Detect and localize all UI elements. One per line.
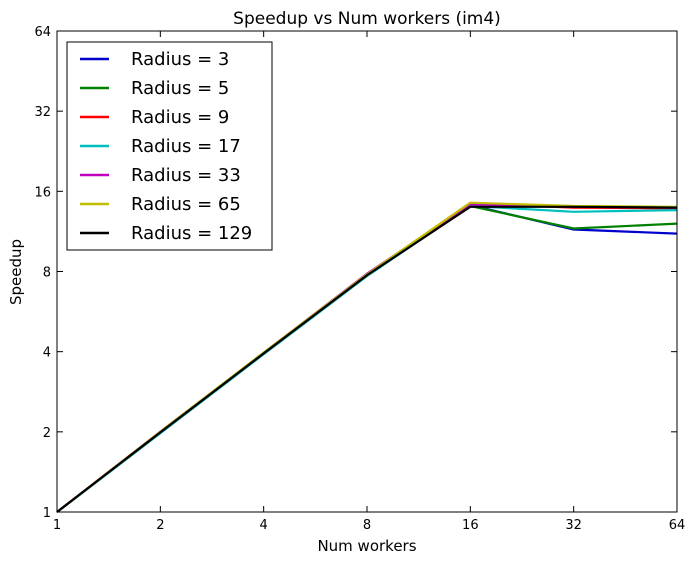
y-axis: 1 2 4 8 16 32 64	[34, 25, 677, 521]
x-axis: 1 2 4 8 16 32 64	[53, 31, 685, 533]
y-tick-label: 64	[34, 25, 51, 40]
y-tick-label: 16	[34, 185, 51, 200]
chart-title: Speedup vs Num workers (im4)	[233, 9, 501, 29]
x-tick-label: 16	[462, 518, 479, 533]
y-tick-label: 2	[43, 426, 51, 441]
legend-label: Radius = 3	[131, 49, 229, 70]
y-tick-label: 32	[34, 105, 51, 120]
legend-label: Radius = 9	[131, 107, 229, 128]
series-line-2	[56, 204, 678, 513]
x-axis-label: Num workers	[317, 537, 416, 555]
y-tick-label: 1	[43, 506, 51, 521]
y-axis-label: Speedup	[7, 239, 25, 305]
series-line-7	[56, 205, 678, 513]
x-tick-label: 4	[260, 518, 268, 533]
x-tick-label: 1	[53, 518, 61, 533]
x-tick-label: 64	[669, 518, 686, 533]
series-line-4	[56, 204, 678, 513]
series-line-1	[56, 204, 678, 513]
legend-label: Radius = 17	[131, 136, 241, 157]
legend-label: Radius = 5	[131, 78, 229, 99]
series-lines	[56, 201, 678, 513]
legend-label: Radius = 129	[131, 223, 252, 244]
legend: Radius = 3 Radius = 5 Radius = 9 Radius = 1…	[66, 41, 273, 251]
legend-label: Radius = 33	[131, 165, 241, 186]
x-tick-label: 2	[156, 518, 164, 533]
legend-label: Radius = 65	[131, 194, 241, 215]
x-tick-label: 32	[565, 518, 582, 533]
x-tick-label: 8	[363, 518, 371, 533]
y-tick-label: 8	[43, 266, 51, 281]
y-tick-label: 4	[43, 346, 51, 361]
